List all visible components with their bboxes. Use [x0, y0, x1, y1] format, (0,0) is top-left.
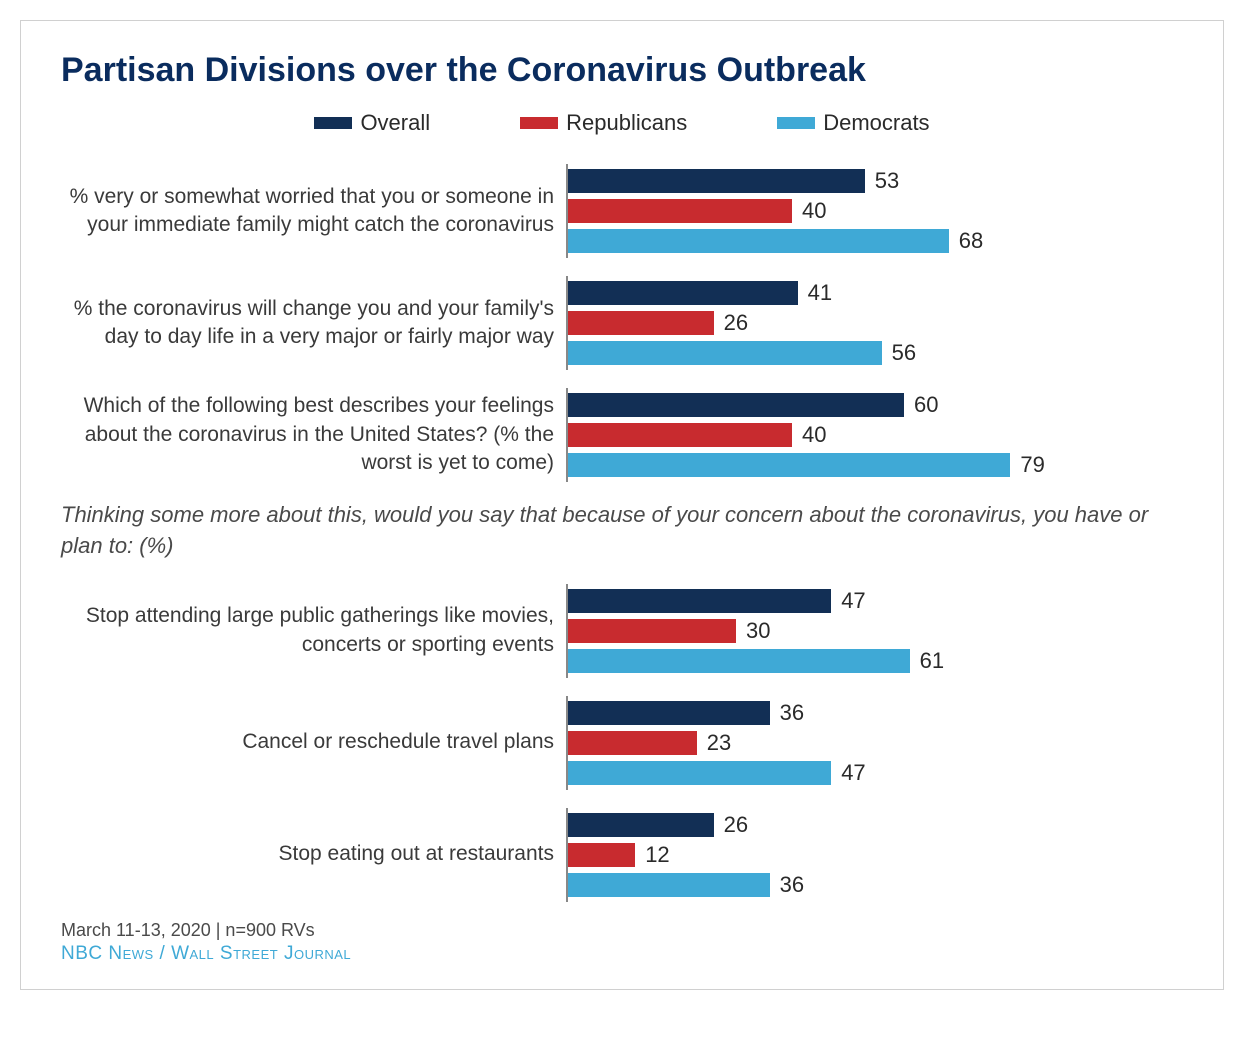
bar-value-label: 60 — [914, 392, 938, 418]
legend-swatch-overall — [314, 117, 352, 129]
bar-groups-top: % very or somewhat worried that you or s… — [61, 164, 1183, 482]
bar-row: 79 — [568, 452, 1183, 478]
chart-title: Partisan Divisions over the Coronavirus … — [61, 51, 1183, 90]
bar-value-label: 23 — [707, 730, 731, 756]
question-label: Stop attending large public gatherings l… — [61, 602, 566, 659]
bars-area: 60 40 79 — [566, 388, 1183, 482]
bar — [568, 341, 882, 365]
legend-item-republicans: Republicans — [520, 110, 687, 136]
bars-area: 41 26 56 — [566, 276, 1183, 370]
bar — [568, 873, 770, 897]
bar — [568, 589, 831, 613]
bar — [568, 169, 865, 193]
legend-label-overall: Overall — [360, 110, 430, 136]
question-label: Cancel or reschedule travel plans — [61, 728, 566, 756]
bars-area: 36 23 47 — [566, 696, 1183, 790]
question-group: Stop eating out at restaurants 26 12 36 — [61, 808, 1183, 902]
bar — [568, 453, 1010, 477]
question-group: % very or somewhat worried that you or s… — [61, 164, 1183, 258]
bar — [568, 281, 798, 305]
bar-value-label: 47 — [841, 588, 865, 614]
chart-container: Partisan Divisions over the Coronavirus … — [20, 20, 1224, 990]
bar-row: 26 — [568, 310, 1183, 336]
bar — [568, 229, 949, 253]
bar — [568, 311, 714, 335]
bar-value-label: 26 — [724, 310, 748, 336]
bar-value-label: 40 — [802, 198, 826, 224]
question-label: % very or somewhat worried that you or s… — [61, 183, 566, 240]
legend-item-overall: Overall — [314, 110, 430, 136]
question-group: Which of the following best describes yo… — [61, 388, 1183, 482]
bar-row: 12 — [568, 842, 1183, 868]
legend-label-democrats: Democrats — [823, 110, 929, 136]
bar-value-label: 61 — [920, 648, 944, 674]
legend-swatch-republicans — [520, 117, 558, 129]
footer-source: NBC News / Wall Street Journal — [61, 943, 1183, 965]
question-label: Which of the following best describes yo… — [61, 392, 566, 477]
bar-row: 26 — [568, 812, 1183, 838]
bar-row: 36 — [568, 700, 1183, 726]
legend-swatch-democrats — [777, 117, 815, 129]
bar — [568, 393, 904, 417]
bar — [568, 813, 714, 837]
bar-row: 30 — [568, 618, 1183, 644]
bar-row: 60 — [568, 392, 1183, 418]
legend-item-democrats: Democrats — [777, 110, 929, 136]
bars-area: 47 30 61 — [566, 584, 1183, 678]
legend-label-republicans: Republicans — [566, 110, 687, 136]
bars-area: 53 40 68 — [566, 164, 1183, 258]
bar-row: 53 — [568, 168, 1183, 194]
question-label: Stop eating out at restaurants — [61, 840, 566, 868]
bar-value-label: 79 — [1020, 452, 1044, 478]
section-break-text: Thinking some more about this, would you… — [61, 500, 1183, 562]
bar — [568, 423, 792, 447]
bar-row: 40 — [568, 198, 1183, 224]
bar-value-label: 36 — [780, 872, 804, 898]
bar-row: 41 — [568, 280, 1183, 306]
bar-groups-bottom: Stop attending large public gatherings l… — [61, 584, 1183, 902]
bar-row: 36 — [568, 872, 1183, 898]
bar — [568, 701, 770, 725]
bar-value-label: 47 — [841, 760, 865, 786]
bar-row: 47 — [568, 760, 1183, 786]
bar — [568, 761, 831, 785]
question-group: % the coronavirus will change you and yo… — [61, 276, 1183, 370]
bar-row: 47 — [568, 588, 1183, 614]
bar-row: 56 — [568, 340, 1183, 366]
bar — [568, 649, 910, 673]
bar — [568, 843, 635, 867]
bar-value-label: 30 — [746, 618, 770, 644]
bar-row: 40 — [568, 422, 1183, 448]
bar-value-label: 36 — [780, 700, 804, 726]
legend: Overall Republicans Democrats — [61, 110, 1183, 136]
bar — [568, 731, 697, 755]
bar-value-label: 56 — [892, 340, 916, 366]
footer-meta: March 11-13, 2020 | n=900 RVs — [61, 920, 1183, 941]
question-group: Cancel or reschedule travel plans 36 23 47 — [61, 696, 1183, 790]
bar-value-label: 40 — [802, 422, 826, 448]
bar-row: 23 — [568, 730, 1183, 756]
bar-row: 61 — [568, 648, 1183, 674]
bar-value-label: 26 — [724, 812, 748, 838]
bar-value-label: 53 — [875, 168, 899, 194]
bar — [568, 199, 792, 223]
bar — [568, 619, 736, 643]
bar-value-label: 12 — [645, 842, 669, 868]
bar-value-label: 41 — [808, 280, 832, 306]
question-group: Stop attending large public gatherings l… — [61, 584, 1183, 678]
question-label: % the coronavirus will change you and yo… — [61, 295, 566, 352]
bar-row: 68 — [568, 228, 1183, 254]
bars-area: 26 12 36 — [566, 808, 1183, 902]
bar-value-label: 68 — [959, 228, 983, 254]
